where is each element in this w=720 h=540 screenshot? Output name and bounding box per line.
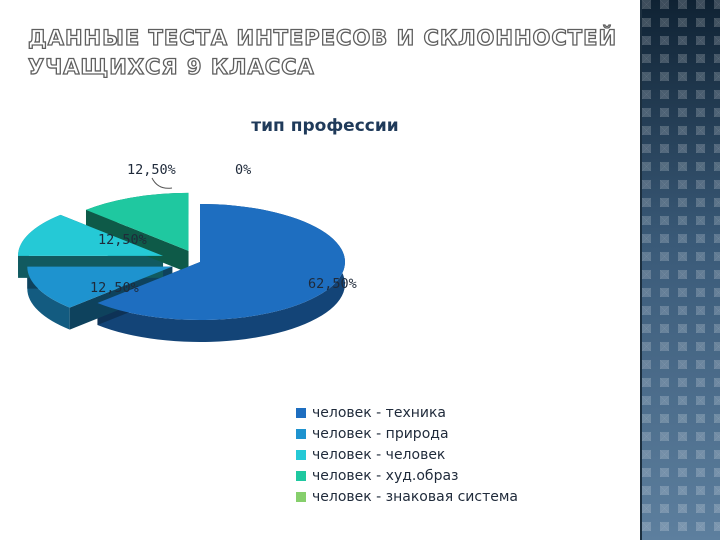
pie-slice-side-1 bbox=[97, 204, 345, 342]
pie-slice-wall-4-1 bbox=[85, 209, 189, 273]
data-label-4: 12,50% bbox=[127, 162, 176, 178]
pie-top-layer bbox=[18, 192, 345, 320]
legend-item: человек - знаковая система bbox=[296, 486, 518, 507]
legend-item: человек - человек bbox=[296, 444, 518, 465]
data-label-2: 12,50% bbox=[90, 280, 139, 296]
pie-slice-4 bbox=[85, 192, 189, 251]
legend-item: человек - худ.образ bbox=[296, 465, 518, 486]
legend-item: человек - природа bbox=[296, 423, 518, 444]
pie-chart: 62,50% 12,50% 12,50% 12,50% 0% bbox=[18, 162, 357, 342]
legend-swatch bbox=[296, 407, 306, 418]
legend-label: человек - худ.образ bbox=[312, 467, 459, 484]
legend-label: человек - знаковая система bbox=[312, 488, 518, 505]
legend-swatch bbox=[296, 491, 306, 502]
slide-title: Данные теста интересов и склонностей уча… bbox=[27, 25, 618, 79]
legend-label: человек - человек bbox=[312, 446, 446, 463]
pie-slice-3 bbox=[18, 214, 164, 256]
chart-title: тип профессии bbox=[251, 116, 399, 136]
chart-legend: человек - техника человек - природа челове… bbox=[296, 402, 518, 507]
legend-item: человек - техника bbox=[296, 402, 518, 423]
leader-line bbox=[151, 177, 173, 189]
pie-slice-side-2 bbox=[27, 266, 70, 330]
data-label-1: 62,50% bbox=[308, 276, 357, 292]
legend-swatch bbox=[296, 449, 306, 460]
legend-label: человек - природа bbox=[312, 425, 449, 442]
legend-label: человек - техника bbox=[312, 404, 447, 421]
data-label-5: 0% bbox=[235, 162, 251, 178]
pie-slice-2 bbox=[27, 266, 173, 308]
data-label-3: 12,50% bbox=[98, 232, 147, 248]
legend-swatch bbox=[296, 470, 306, 481]
side-panel-border bbox=[640, 0, 642, 540]
decorative-side-panel bbox=[642, 0, 720, 540]
legend-swatch bbox=[296, 428, 306, 439]
pie-slice-1 bbox=[97, 204, 345, 320]
